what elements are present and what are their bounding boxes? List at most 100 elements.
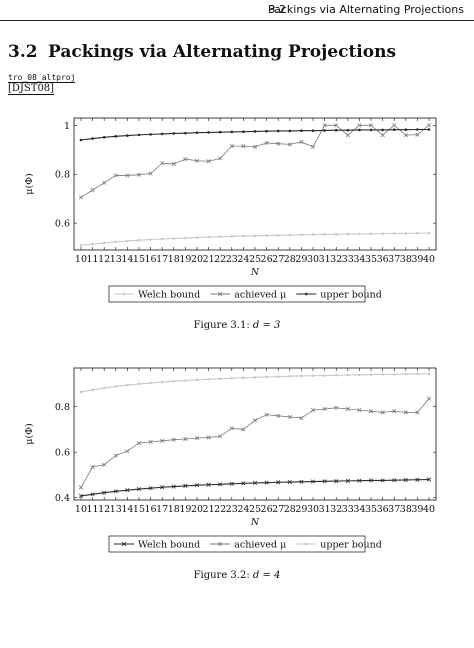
data-point xyxy=(102,241,106,245)
x-tick-label: 27 xyxy=(272,504,284,515)
data-point xyxy=(195,131,199,134)
x-tick-label: 19 xyxy=(179,504,191,515)
data-point xyxy=(322,479,327,484)
figure-3-1-chart: 10 11 12 13 14 15 16 17 18 19 20 21 22 23 24 25 26 27 28 29… xyxy=(24,117,437,303)
x-tick-label: 17 xyxy=(156,504,168,515)
data-point xyxy=(404,372,408,376)
data-point xyxy=(184,236,187,240)
x-tick-label: 26 xyxy=(261,504,273,515)
data-point xyxy=(183,436,188,442)
data-point xyxy=(160,380,164,384)
data-point xyxy=(427,128,431,131)
data-point xyxy=(78,485,84,490)
data-point xyxy=(149,238,152,241)
data-point xyxy=(427,372,431,376)
running-head-section-title: Packings via Alternating Projections xyxy=(268,3,464,16)
data-point xyxy=(242,376,245,380)
data-point xyxy=(171,484,176,489)
series-2 xyxy=(79,128,431,142)
x-tick-label: 16 xyxy=(145,504,157,515)
data-point xyxy=(380,410,385,415)
data-point xyxy=(194,483,200,488)
data-point xyxy=(218,235,222,239)
data-point xyxy=(392,128,396,132)
x-tick-label: 31 xyxy=(319,254,331,265)
data-point xyxy=(230,376,234,380)
data-point xyxy=(126,239,129,243)
data-point xyxy=(218,482,223,487)
data-point xyxy=(113,173,118,178)
y-tick-label: 0.6 xyxy=(55,219,70,230)
x-tick-label: 20 xyxy=(191,254,203,265)
data-point xyxy=(253,130,257,133)
caption-math: d = 4 xyxy=(252,570,281,581)
data-point xyxy=(183,156,188,162)
data-point xyxy=(183,483,188,488)
data-point xyxy=(381,128,384,132)
data-point xyxy=(380,478,385,483)
x-tick-label: 39 xyxy=(411,254,423,265)
y-tick-label: 0.6 xyxy=(55,448,70,459)
data-point xyxy=(160,161,165,166)
data-point xyxy=(288,129,292,133)
legend-item: Welch bound xyxy=(114,290,200,301)
x-tick-label: 13 xyxy=(110,254,122,265)
data-point xyxy=(184,379,187,382)
data-point xyxy=(91,137,94,140)
legend-label: achieved μ xyxy=(234,540,286,551)
data-point xyxy=(300,233,303,237)
data-point xyxy=(346,373,350,377)
data-point xyxy=(252,418,258,423)
x-tick-label: 21 xyxy=(203,254,215,265)
data-point xyxy=(381,232,384,235)
data-point xyxy=(229,481,234,486)
data-point xyxy=(195,378,199,382)
data-point xyxy=(160,132,164,136)
x-tick-label: 21 xyxy=(203,504,215,515)
legend-marker xyxy=(122,292,126,296)
x-tick-label: 36 xyxy=(377,504,389,515)
y-axis-label: μ(Φ) xyxy=(24,173,35,194)
data-point xyxy=(334,405,339,410)
data-point xyxy=(90,492,95,497)
data-point xyxy=(252,480,258,486)
legend: Welch bound achieved μ upper bound xyxy=(108,285,382,303)
running-head: 3.2 Packings via Alternating Projections xyxy=(0,0,474,21)
x-tick-label: 10 xyxy=(75,254,87,265)
data-point xyxy=(171,161,176,167)
x-axis-label: N xyxy=(250,517,260,528)
data-point xyxy=(310,408,316,413)
data-point xyxy=(311,374,315,378)
data-point xyxy=(229,144,234,149)
legend-marker xyxy=(121,541,127,547)
series-1 xyxy=(78,123,432,200)
data-point xyxy=(79,138,83,142)
data-point xyxy=(287,142,292,147)
x-tick-label: 12 xyxy=(98,254,110,265)
x-tick-label: 18 xyxy=(168,504,180,515)
citation: [DJST08] xyxy=(8,83,55,95)
reference-label: tro_08_altproj xyxy=(8,73,76,83)
x-tick-label: 11 xyxy=(87,504,99,515)
data-point xyxy=(114,135,118,138)
data-point xyxy=(358,128,361,132)
data-point xyxy=(415,132,420,137)
data-point xyxy=(287,414,292,420)
data-point xyxy=(416,372,419,376)
running-head-section-number: 3.2 xyxy=(268,3,287,16)
data-point xyxy=(137,133,141,137)
x-tick-label: 34 xyxy=(353,504,365,515)
data-point xyxy=(426,477,432,482)
data-point xyxy=(264,480,269,485)
data-point xyxy=(300,374,303,378)
legend-box xyxy=(108,285,366,303)
series-0 xyxy=(79,231,431,247)
data-point xyxy=(137,382,141,386)
data-point xyxy=(206,159,211,164)
x-tick-label: 18 xyxy=(168,254,180,265)
x-axis-label: N xyxy=(250,267,260,278)
data-point xyxy=(403,410,408,415)
data-point xyxy=(264,412,269,417)
legend-label: upper bound xyxy=(320,290,382,301)
x-tick-label: 36 xyxy=(377,254,389,265)
